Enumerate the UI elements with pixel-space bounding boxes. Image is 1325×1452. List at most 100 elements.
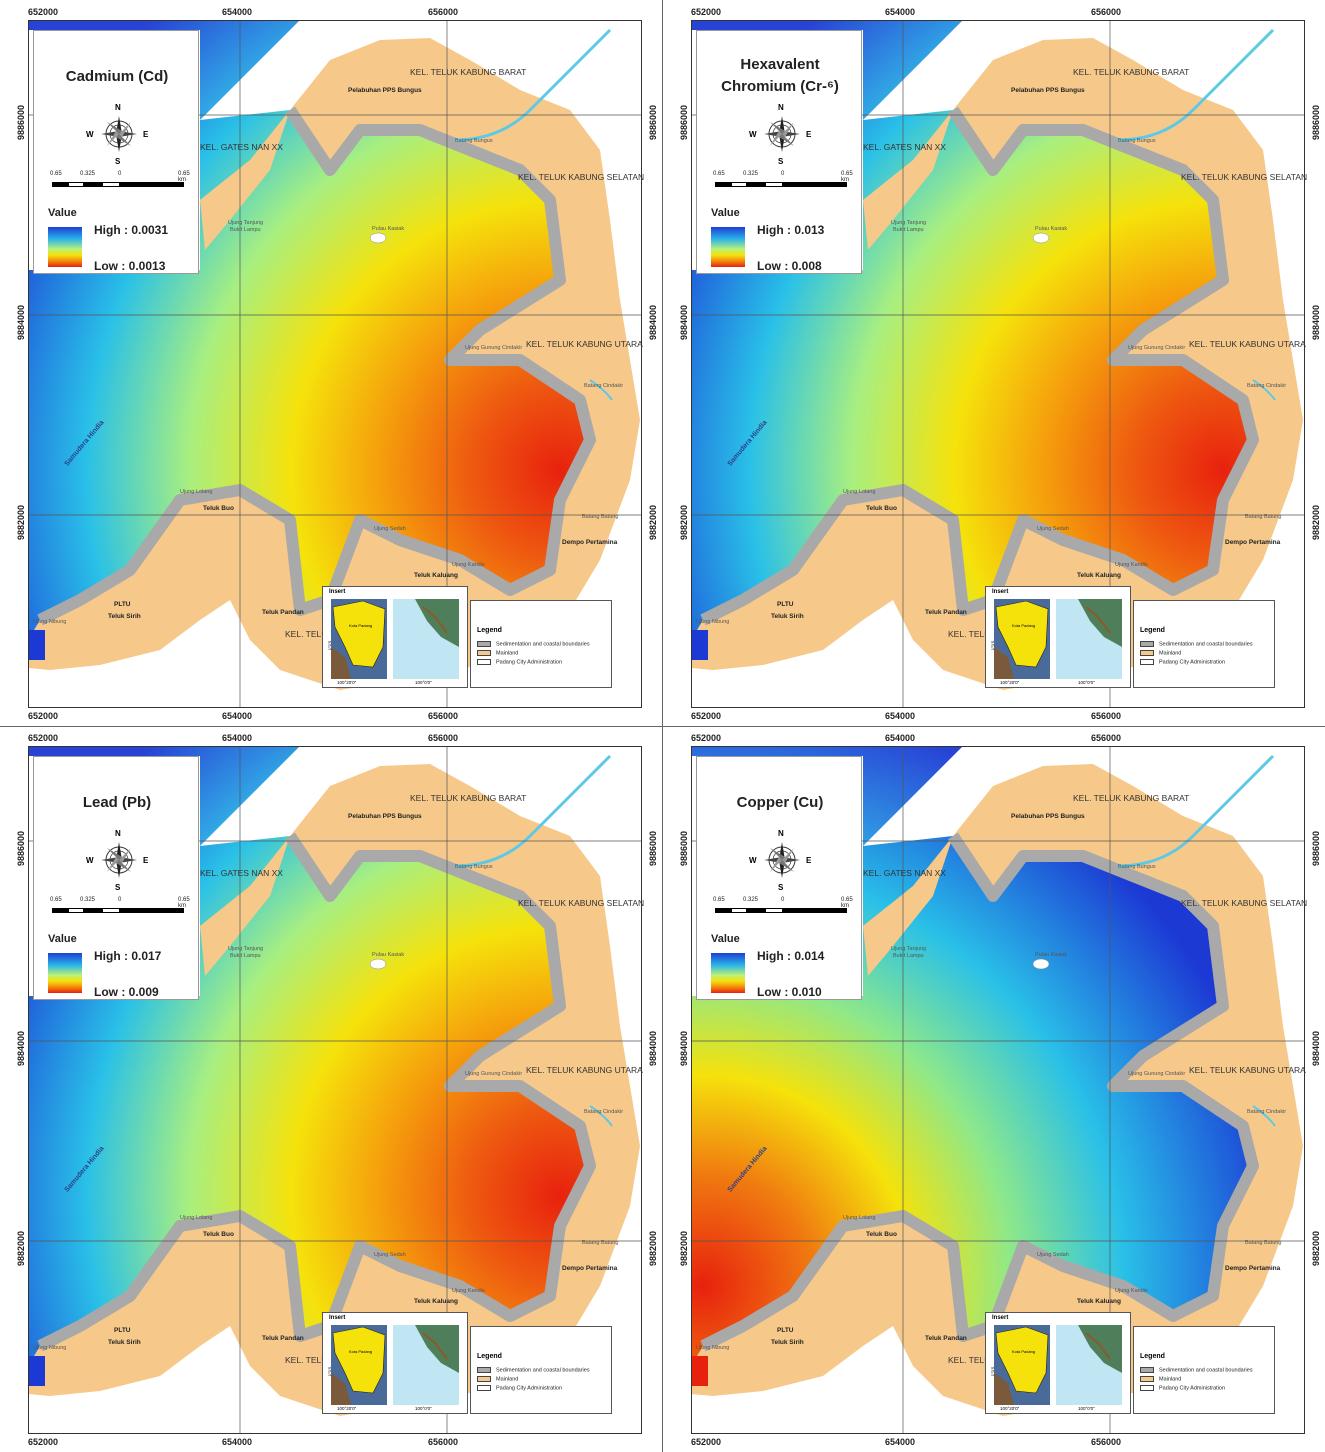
scale-segment bbox=[84, 182, 102, 187]
place-label-batang-bungus: Batang Bungus bbox=[455, 138, 493, 144]
inset-title: Insert bbox=[992, 1315, 1009, 1321]
x-tick-top: 656000 bbox=[428, 733, 459, 743]
mainland bbox=[28, 38, 640, 690]
place-label-ujung-gunung-cindakir: Ujung Gunung Cindakir bbox=[465, 1071, 523, 1077]
low-value: Low : 0.009 bbox=[94, 985, 159, 999]
inset-title: Insert bbox=[329, 589, 346, 595]
legend-swatch bbox=[1140, 1376, 1154, 1382]
value-label: Value bbox=[48, 933, 77, 945]
x-tick-top: 656000 bbox=[428, 7, 459, 17]
inset-kota-padang-label: Kota Padang bbox=[349, 623, 373, 628]
scale-segment bbox=[102, 182, 120, 187]
scale-label: 0.65 bbox=[50, 897, 62, 903]
legend-item: Padang City Administration bbox=[1140, 1385, 1225, 1391]
place-label-batang-batung: Batang Batung bbox=[1245, 1240, 1282, 1246]
place-label-batang-batung: Batang Batung bbox=[582, 514, 619, 520]
compass-rose-icon bbox=[759, 103, 805, 165]
place-label-ujung-lolang: Ujung Lolang bbox=[843, 1215, 876, 1221]
scale-segment bbox=[52, 908, 68, 913]
y-tick-left: 9884000 bbox=[679, 1030, 689, 1066]
place-label-ujung-gunung-cindakir: Ujung Gunung Cindakir bbox=[1128, 345, 1186, 351]
map-title: Hexavalent bbox=[740, 56, 820, 73]
scale-segment bbox=[84, 908, 102, 913]
sea-area bbox=[691, 110, 1253, 660]
place-label-teluk-kabung-utara: KEL. TELUK KABUNG UTARA bbox=[1189, 339, 1306, 349]
place-label-teluk-kabung-utara: KEL. TELUK KABUNG UTARA bbox=[526, 1065, 643, 1075]
x-tick-top: 652000 bbox=[28, 7, 59, 17]
y-tick-left: 9886000 bbox=[16, 830, 26, 866]
river bbox=[1117, 754, 1275, 868]
place-label-pulau-kasiak: Pulau Kasiak bbox=[1035, 952, 1068, 958]
place-label-batang-cindakir: Batang Cindakir bbox=[584, 383, 624, 389]
place-label-ujung-sedah: Ujung Sedah bbox=[374, 526, 406, 532]
place-label-pulau-kasiak: Pulau Kasiak bbox=[372, 226, 405, 232]
y-tick-left: 9884000 bbox=[16, 1030, 26, 1066]
inset-map: Insert Kota Padang 100°20'0" 100°0'0" 1°0'S bbox=[322, 1312, 468, 1414]
y-tick-right: 9882000 bbox=[1311, 1230, 1321, 1266]
scale-segment bbox=[120, 182, 184, 187]
place-label-pltu: PLTU bbox=[777, 601, 794, 608]
legend-swatch bbox=[1140, 650, 1154, 656]
legend-swatch bbox=[477, 641, 491, 647]
sediment-boundary bbox=[700, 832, 1259, 1352]
scale-label: 0.325 bbox=[80, 171, 96, 177]
x-tick-bottom: 652000 bbox=[691, 711, 722, 721]
inset-kota-padang-label: Kota Padang bbox=[349, 1349, 373, 1354]
sea-area bbox=[28, 836, 590, 1386]
map-title: Chromium (Cr-⁶) bbox=[721, 78, 839, 95]
map-frame bbox=[691, 20, 1305, 708]
south-blue-patch bbox=[691, 630, 708, 660]
south-blue-patch bbox=[691, 1356, 708, 1386]
place-label-teluk-kabung-selatan: KEL. TELUK KABUNG SELATAN bbox=[518, 898, 645, 908]
value-label: Value bbox=[711, 207, 740, 219]
inset-title: Insert bbox=[329, 1315, 346, 1321]
legend-title: Legend bbox=[477, 1353, 502, 1360]
grid-lines bbox=[691, 20, 1305, 708]
scale-label: 0.65 bbox=[713, 171, 725, 177]
place-label-ujung-sedah: Ujung Sedah bbox=[374, 1252, 406, 1258]
compass-s-label: S bbox=[778, 883, 784, 892]
map-title: Lead (Pb) bbox=[82, 794, 152, 811]
legend-swatch bbox=[1140, 1385, 1154, 1391]
legend-item: Sedimentation and coastal boundaries bbox=[1140, 641, 1253, 647]
scale-segment bbox=[120, 908, 184, 913]
scale-bar: 0.65 0.325 0 0.65 km bbox=[50, 897, 192, 919]
legend-item: Mainland bbox=[1140, 1376, 1181, 1382]
inset-lon-2: 100°0'0" bbox=[1078, 1406, 1095, 1411]
place-label-teluk-kabung-utara: KEL. TELUK KABUNG UTARA bbox=[526, 339, 643, 349]
place-label-ujung-kandis: Ujung Kandis bbox=[1115, 562, 1148, 568]
pulau-kasiak-island bbox=[369, 958, 387, 970]
scale-segment bbox=[747, 182, 765, 187]
map-frame bbox=[28, 20, 642, 708]
place-label-ujung-lolang: Ujung Lolang bbox=[180, 1215, 213, 1221]
scale-segment bbox=[52, 182, 68, 187]
place-label-pelabuhan: Pelabuhan PPS Bungus bbox=[348, 87, 422, 94]
legend-item-label: Mainland bbox=[1159, 1376, 1182, 1383]
x-tick-top: 656000 bbox=[1091, 7, 1122, 17]
mainland bbox=[28, 764, 640, 1416]
legend-swatch bbox=[1140, 1367, 1154, 1373]
map-panel: 652000 652000 654000 654000 656000 656000 9886… bbox=[0, 726, 662, 1452]
legend-item-label: Padang City Administration bbox=[496, 1385, 563, 1392]
legend-item: Sedimentation and coastal boundaries bbox=[477, 1367, 590, 1373]
place-label-batang-batung: Batang Batung bbox=[1245, 514, 1282, 520]
place-label-teluk-buo: Teluk Buo bbox=[203, 505, 234, 512]
x-tick-bottom: 656000 bbox=[428, 711, 459, 721]
inset-map: Insert Kota Padang 100°20'0" 100°0'0" 1°0'S bbox=[985, 586, 1131, 688]
inset-lon-1: 100°20'0" bbox=[337, 1406, 357, 1411]
north-sea-patch bbox=[691, 20, 963, 120]
map-panel: 652000 652000 654000 654000 656000 656000 9886… bbox=[0, 0, 662, 726]
place-label-teluk-kabung-barat: KEL. TELUK KABUNG BARAT bbox=[410, 793, 527, 803]
place-label-ujung-nibung: Ujung Nibung bbox=[33, 619, 67, 625]
x-tick-bottom: 652000 bbox=[28, 711, 59, 721]
legend-swatch bbox=[477, 1385, 491, 1391]
legend-box: Legend Sedimentation and coastal boundari… bbox=[470, 1326, 612, 1414]
place-label-pltu: PLTU bbox=[777, 1327, 794, 1334]
legend-item: Padang City Administration bbox=[477, 659, 562, 665]
inset-lat: 1°0'S bbox=[990, 640, 996, 651]
compass-n-label: N bbox=[778, 103, 784, 112]
scale-label: 0 bbox=[118, 897, 122, 903]
place-label-ujung-lolang: Ujung Lolang bbox=[843, 489, 876, 495]
map-frame bbox=[691, 746, 1305, 1434]
high-value: High : 0.013 bbox=[757, 223, 825, 237]
